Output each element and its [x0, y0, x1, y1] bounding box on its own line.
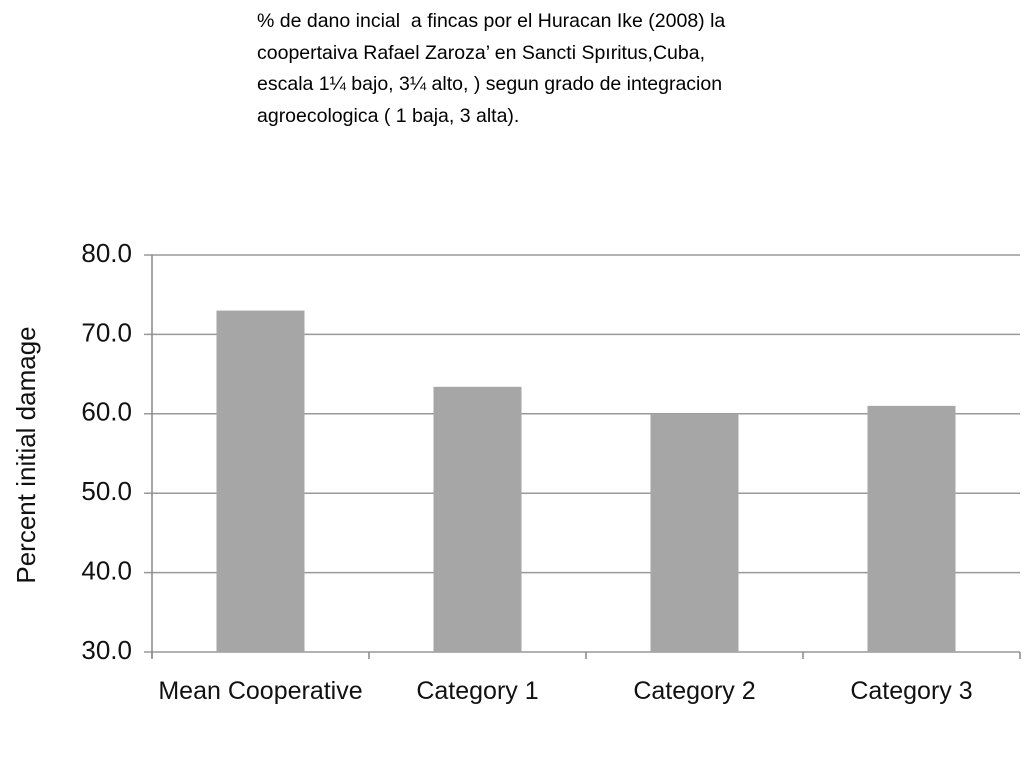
y-axis-label: Percent initial damage: [11, 326, 41, 583]
y-tick-label: 70.0: [81, 317, 132, 347]
y-tick-label: 50.0: [81, 476, 132, 506]
bar: [433, 386, 522, 652]
y-tick-label: 80.0: [81, 238, 132, 268]
y-tick-label: 40.0: [81, 555, 132, 585]
x-tick-label: Mean Cooperative: [158, 677, 363, 705]
x-tick-label: Category 3: [850, 677, 973, 705]
x-tick-label: Category 2: [633, 677, 756, 705]
bar: [216, 310, 305, 652]
bar: [867, 405, 956, 652]
x-tick-label: Category 1: [416, 677, 539, 705]
y-tick-label: 30.0: [81, 635, 132, 665]
chart-title: % de dano incial a fincas por el Huracan…: [257, 10, 731, 127]
y-tick-label: 60.0: [81, 397, 132, 427]
bar: [650, 413, 739, 652]
